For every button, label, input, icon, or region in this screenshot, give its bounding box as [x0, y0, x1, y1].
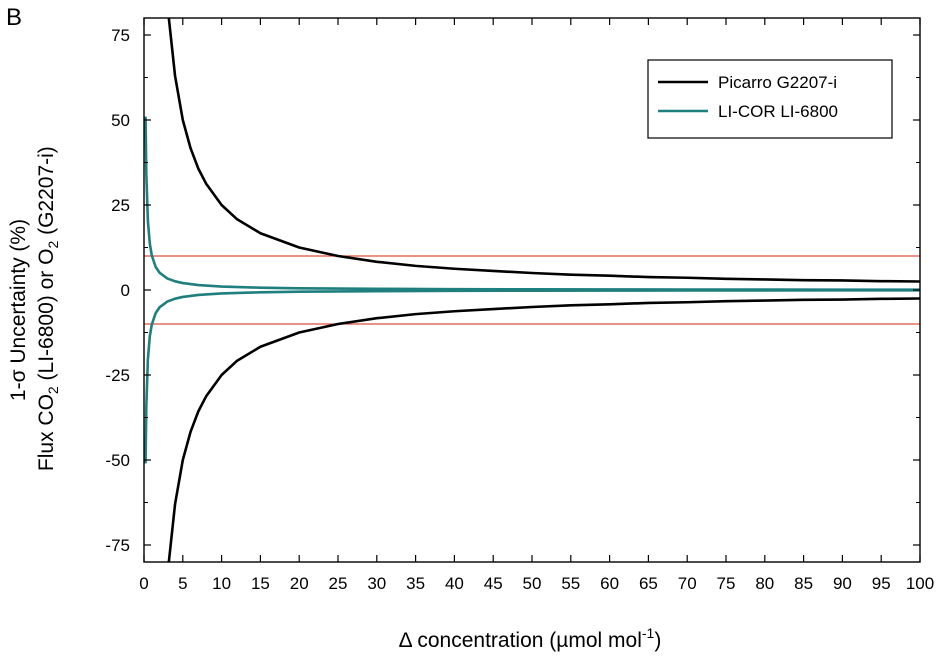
x-tick-label: 30: [367, 574, 386, 593]
y-tick-label: 0: [121, 281, 130, 300]
x-tick-label: 95: [872, 574, 891, 593]
legend: Picarro G2207-i LI-COR LI-6800: [647, 59, 893, 139]
x-tick-label: 50: [523, 574, 542, 593]
x-label-main: Δ concentration (µmol mol: [399, 629, 642, 652]
x-axis-label: Δ concentration (µmol mol-1): [399, 625, 662, 652]
y-axis: 75 50 25 0 -25 -50 -75: [105, 26, 920, 555]
panel-label: B: [6, 4, 23, 31]
x-tick-label: 45: [484, 574, 503, 593]
x-tick-label: 90: [833, 574, 852, 593]
y-tick-label: -75: [105, 536, 130, 555]
x-tick-label: 65: [639, 574, 658, 593]
y-tick-label: -25: [105, 366, 130, 385]
x-tick-label: 60: [600, 574, 619, 593]
series-line-picarro-g2207-i-upper: [167, 18, 920, 283]
x-tick-label: 10: [212, 574, 231, 593]
x-tick-label: 100: [906, 574, 934, 593]
x-tick-label: 75: [717, 574, 736, 593]
x-label-sup: -1: [642, 625, 655, 641]
x-tick-label: 5: [178, 574, 187, 593]
x-tick-label: 80: [755, 574, 774, 593]
x-tick-label: 20: [290, 574, 309, 593]
x-tick-label: 40: [445, 574, 464, 593]
legend-label-li-cor-li-6800: LI-COR LI-6800: [718, 102, 838, 121]
x-tick-label: 25: [329, 574, 348, 593]
x-tick-label: 70: [678, 574, 697, 593]
y-tick-label: 25: [111, 196, 130, 215]
x-axis: 0 5 10 15 20 25 30 35 40 45 50 55 60 65 70 75 80 85 90 95 10…: [139, 18, 934, 593]
x-tick-label: 15: [251, 574, 270, 593]
legend-box: [647, 59, 893, 139]
series-line-li-cor-li-6800-upper: [144, 116, 920, 291]
series-line-li-cor-li-6800-lower: [144, 289, 920, 464]
y-tick-label: -50: [105, 451, 130, 470]
x-tick-label: 85: [794, 574, 813, 593]
y-tick-label: 50: [111, 111, 130, 130]
x-tick-label: 55: [561, 574, 580, 593]
series-line-picarro-g2207-i-lower: [167, 297, 920, 562]
y-tick-label: 75: [111, 26, 130, 45]
legend-label-picarro-g2207-i: Picarro G2207-i: [718, 73, 837, 92]
x-tick-label: 35: [406, 574, 425, 593]
x-label-close: ): [654, 629, 661, 652]
x-tick-label: 0: [139, 574, 148, 593]
